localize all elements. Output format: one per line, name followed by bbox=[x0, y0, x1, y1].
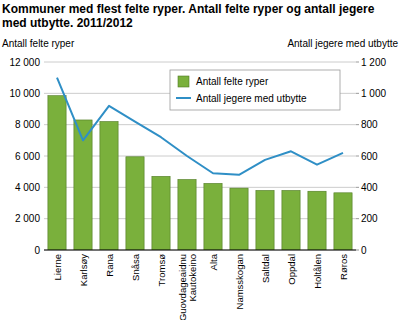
chart: Kommuner med flest felte ryper. Antall f… bbox=[0, 0, 400, 320]
bar bbox=[230, 188, 248, 250]
x-tick-label: GuovdageaidnuKautokeino bbox=[177, 254, 198, 320]
y-tick-label: 10 000 bbox=[9, 88, 40, 99]
y-tick-label: 2 000 bbox=[15, 213, 40, 224]
bar bbox=[308, 191, 326, 250]
bar bbox=[152, 176, 170, 250]
x-tick-label: Røros bbox=[338, 254, 349, 280]
x-tick-label: Snåsa bbox=[130, 253, 141, 281]
x-tick-label: Saltdal bbox=[260, 254, 271, 283]
y-tick-label: 6 000 bbox=[15, 151, 40, 162]
bar bbox=[204, 183, 222, 250]
x-label-group: Lierne bbox=[52, 254, 63, 280]
x-label-group: Snåsa bbox=[130, 253, 141, 281]
y-tick-label: 0 bbox=[34, 245, 40, 256]
x-label-group: Rana bbox=[104, 253, 115, 276]
y2-tick bbox=[356, 124, 359, 125]
legend-label: Antall jegere med utbytte bbox=[196, 93, 307, 104]
y2-tick bbox=[356, 62, 359, 63]
legend: Antall felte ryper Antall jegere med utby… bbox=[170, 70, 340, 110]
plot-area bbox=[48, 78, 352, 250]
y-tick-label: 12 000 bbox=[9, 57, 40, 68]
x-label-group: Holtålen bbox=[312, 254, 323, 289]
x-tick-label: Tromsø bbox=[156, 254, 167, 287]
y2-tick bbox=[356, 218, 359, 219]
x-tick-label: Alta bbox=[208, 253, 219, 270]
y2-tick-label: 200 bbox=[361, 213, 378, 224]
y2-tick-label: 1 200 bbox=[361, 57, 386, 68]
y2-tick-label: 1 000 bbox=[361, 88, 386, 99]
bar bbox=[334, 193, 352, 250]
y-tick-label: 8 000 bbox=[15, 119, 40, 130]
legend-swatch bbox=[176, 97, 191, 99]
legend-swatch bbox=[178, 76, 189, 87]
bar bbox=[48, 96, 66, 250]
x-label-group: GuovdageaidnuKautokeino bbox=[177, 254, 198, 320]
y2-tick-label: 800 bbox=[361, 119, 378, 130]
y2-tick-label: 600 bbox=[361, 151, 378, 162]
y2-tick-label: 0 bbox=[361, 245, 367, 256]
y2-tick-label: 400 bbox=[361, 182, 378, 193]
y2-tick bbox=[356, 156, 359, 157]
x-tick-label: Namsskogan bbox=[234, 254, 245, 309]
x-tick-label: Lierne bbox=[52, 254, 63, 280]
bar bbox=[100, 122, 118, 250]
x-label-group: Oppdal bbox=[286, 254, 297, 285]
line bbox=[57, 78, 343, 175]
x-tick-label: Karlsøy bbox=[78, 254, 89, 286]
x-label-group: Røros bbox=[338, 254, 349, 280]
x-tick-label-line: Kautokeino bbox=[187, 254, 198, 302]
bar bbox=[282, 190, 300, 250]
legend-box bbox=[170, 70, 340, 110]
y2-tick bbox=[356, 93, 359, 94]
x-label-group: Alta bbox=[208, 253, 219, 270]
grid-line bbox=[44, 62, 356, 63]
x-label-group: Tromsø bbox=[156, 254, 167, 287]
y2-tick bbox=[356, 250, 359, 251]
title-line: med utbytte. 2011/2012 bbox=[2, 16, 133, 30]
title: Kommuner med flest felte ryper. Antall f… bbox=[2, 2, 375, 30]
x-tick-label: Oppdal bbox=[286, 254, 297, 285]
x-axis bbox=[44, 250, 356, 251]
y-axis-title: Antall felte ryper bbox=[2, 38, 75, 49]
legend-label: Antall felte ryper bbox=[196, 76, 269, 87]
x-label-group: Saltdal bbox=[260, 254, 271, 283]
y-tick-label: 4 000 bbox=[15, 182, 40, 193]
x-label-group: Karlsøy bbox=[78, 254, 89, 286]
grid-line bbox=[44, 250, 356, 251]
x-tick-label: Holtålen bbox=[312, 254, 323, 289]
y2-axis-title: Antall jegere med utbytte bbox=[287, 38, 398, 49]
x-label-group: Namsskogan bbox=[234, 254, 245, 309]
bar bbox=[256, 190, 274, 250]
title-line: Kommuner med flest felte ryper. Antall f… bbox=[2, 2, 375, 16]
x-tick-label: Rana bbox=[104, 253, 115, 276]
bar bbox=[178, 180, 196, 251]
y2-tick bbox=[356, 187, 359, 188]
bar bbox=[126, 157, 144, 250]
